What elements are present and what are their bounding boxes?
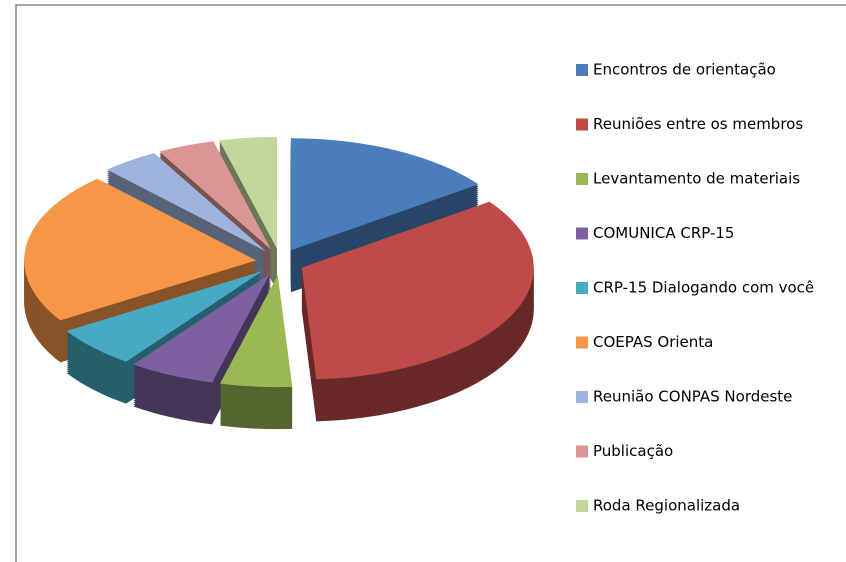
legend-swatch xyxy=(576,118,588,131)
legend-label: Roda Regionalizada xyxy=(593,497,740,515)
legend-label: COMUNICA CRP-15 xyxy=(593,224,734,242)
legend-swatch xyxy=(576,391,588,403)
legend-swatch xyxy=(576,64,588,76)
legend-label: CRP-15 Dialogando com você xyxy=(593,279,814,297)
legend-label: Levantamento de materiais xyxy=(593,170,800,188)
slice-top xyxy=(301,201,534,380)
legend-label: Reuniões entre os membros xyxy=(593,115,803,133)
legend-swatch xyxy=(576,500,588,512)
legend-label: Publicação xyxy=(593,442,673,460)
legend-label: Encontros de orientação xyxy=(593,61,776,79)
legend-label: COEPAS Orienta xyxy=(593,333,713,351)
pie-slice xyxy=(301,201,534,422)
slice-top xyxy=(66,271,263,362)
slice-top xyxy=(219,136,277,249)
slice-top xyxy=(290,138,479,251)
legend-label: Reunião CONPAS Nordeste xyxy=(593,388,792,406)
slice-top xyxy=(133,273,270,383)
pie-slice xyxy=(220,275,293,430)
legend-swatch xyxy=(576,227,588,240)
chart-frame xyxy=(15,4,846,562)
slice-top xyxy=(24,178,257,321)
slice-top xyxy=(159,141,272,250)
slice-top xyxy=(107,153,266,252)
pie-slice xyxy=(133,273,270,425)
slice-top xyxy=(220,275,293,388)
legend-swatch xyxy=(576,336,588,349)
legend-swatch xyxy=(576,173,588,185)
legend-swatch xyxy=(576,445,588,458)
legend-swatch xyxy=(576,282,588,294)
